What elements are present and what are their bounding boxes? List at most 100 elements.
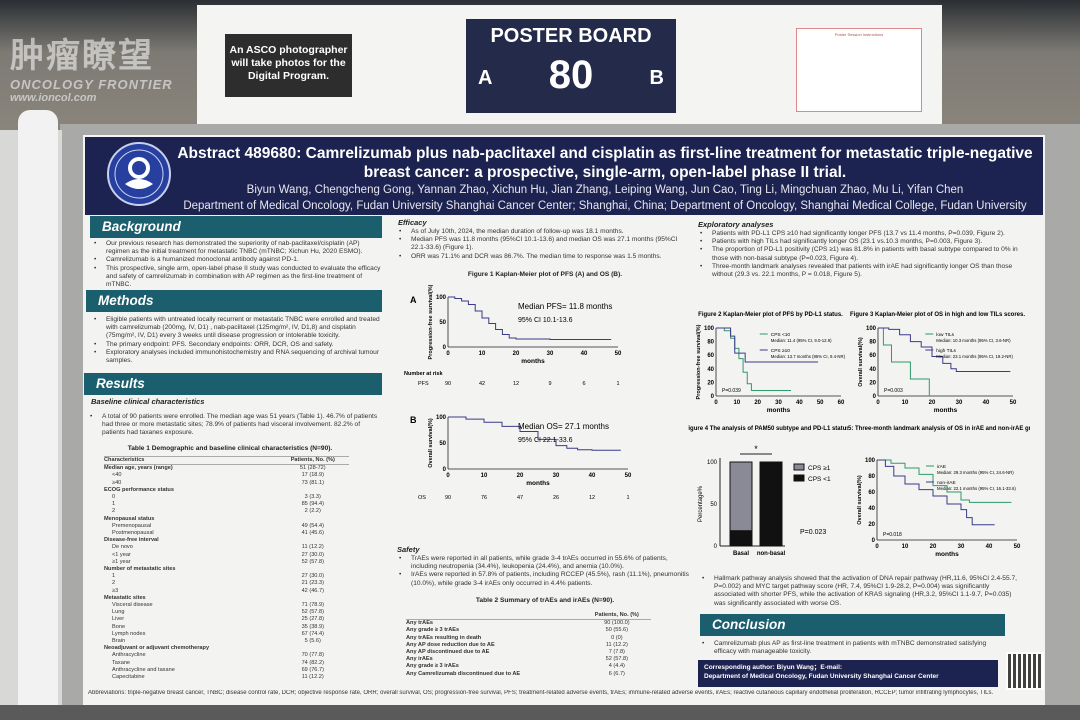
fudan-cancer-center-logo <box>107 142 171 206</box>
table2-header <box>406 612 583 620</box>
table-row: Any Camrelizumab discontinued due to AE 6… <box>406 671 651 678</box>
p-value: P=0.039 <box>722 388 741 394</box>
row-label: 2 <box>112 508 116 515</box>
bullet: Our previous research has demonstrated t… <box>92 240 382 256</box>
row-label: Disease-free interval <box>104 537 159 544</box>
table-row: Postmenopausal 41 (45.6) <box>104 530 349 537</box>
row-value <box>277 537 349 544</box>
row-value: 70 (77.8) <box>301 652 324 659</box>
risk-count: 12 <box>513 381 519 387</box>
table-row: 1 27 (30.0) <box>104 573 349 580</box>
x-axis-label: months <box>767 407 791 414</box>
row-label: Capecitabine <box>112 674 145 681</box>
legend-median: Median: 22.1 months (95% CI, 16.1-33.6) <box>937 486 1016 491</box>
safety-text: TrAEs were reported in all patients, whi… <box>397 555 689 588</box>
exploratory-text: Patients with PD-L1 CPS ≥10 had signific… <box>698 230 1018 279</box>
table1: Characteristics Patients, No. (%) Median a… <box>104 456 349 681</box>
legend-label: CPS ≥1 <box>808 465 831 472</box>
x-axis-label: months <box>934 407 958 414</box>
figure1a-pfs-chart: 0 10 20 30 40 50 0 50 100 months Progression-free … <box>404 285 622 387</box>
y-tick-label: 50 <box>439 320 446 326</box>
conclusion-bullet: Camrelizumab plus AP as first-line treat… <box>700 640 1010 656</box>
row-value: 6 (6.7) <box>608 670 625 677</box>
y-tick-label: 50 <box>439 441 446 447</box>
side-b: B <box>649 67 664 89</box>
bar-segment <box>729 530 753 547</box>
background-heading: Background <box>90 216 382 238</box>
table-row: Lymph nodes 67 (74.4) <box>104 631 349 638</box>
bullet: Eligible patients with untreated locally… <box>92 316 382 341</box>
legend-median: Median: 10.3 months (95% CI, 3.6-NR) <box>936 338 1011 343</box>
legend-median: Median: 11.4 (95% CI, 9.0-12.9) <box>771 338 832 343</box>
qr-code[interactable] <box>1006 652 1044 690</box>
x-tick-label: 50 <box>615 351 622 357</box>
chart-title: Figure 3 Kaplan-Meier plot of OS in high… <box>850 312 1025 318</box>
row-value: 25 (27.8) <box>301 616 324 623</box>
x-axis-label: months <box>526 480 550 487</box>
table-row: ≥1 year 52 (57.8) <box>104 559 349 566</box>
row-label: <40 <box>112 472 122 479</box>
row-value: 71 (78.9) <box>301 602 324 609</box>
row-label: Number of metastatic sites <box>104 566 176 573</box>
table-row: Bone 35 (38.9) <box>104 624 349 631</box>
y-tick-label: 60 <box>868 490 875 496</box>
x-tick-label: 10 <box>479 351 486 357</box>
x-tick-label: non-basal <box>757 551 786 557</box>
row-label: Any AP dose reduction due to AE <box>406 641 495 648</box>
bullet: As of July 10th, 2024, the median durati… <box>397 228 687 236</box>
table-row: Premenopausal 49 (54.4) <box>104 523 349 530</box>
x-tick-label: 0 <box>876 400 880 406</box>
x-tick-label: 10 <box>902 544 909 550</box>
row-value <box>277 566 349 573</box>
y-tick-label: 100 <box>436 415 447 421</box>
table1-header: Characteristics <box>104 457 145 463</box>
session-instructions: Poster Session Instructions <box>796 28 922 112</box>
table-row: 1 85 (94.4) <box>104 501 349 508</box>
side-a: A <box>478 67 493 89</box>
row-value: 73 (81.1) <box>301 479 324 486</box>
methods-heading: Methods <box>86 290 382 312</box>
conclusion-heading: Conclusion <box>700 614 1005 636</box>
risk-count: 1 <box>616 381 619 387</box>
risk-count: 42 <box>479 381 485 387</box>
row-label: ≥1 year <box>112 558 131 565</box>
row-value: 85 (94.4) <box>301 501 324 508</box>
legend-label: non-irAE <box>937 480 956 486</box>
risk-table-label: Number at risk <box>404 371 443 377</box>
conclusion-text: Camrelizumab plus AP as first-line treat… <box>700 640 1010 656</box>
row-label: Lymph nodes <box>112 630 146 637</box>
y-axis-label: Progression-free survival(%) <box>428 285 434 359</box>
table-row: Any grade ≥ 3 trAEs 50 (55.6) <box>406 627 651 634</box>
background-text: Our previous research has demonstrated t… <box>92 240 382 289</box>
asco-notice: An ASCO photographer will take photos fo… <box>225 34 352 97</box>
watermark: 肿瘤瞭望 ONCOLOGY FRONTIER www.ioncol.com <box>10 28 173 104</box>
legend-median: Median: 13.7 months (95% CI, 9.4-NR) <box>771 354 846 359</box>
bullet: Patients with PD-L1 CPS ≥10 had signific… <box>698 230 1018 238</box>
abbreviations: Abbreviations: triple-negative breast ca… <box>88 690 994 696</box>
y-tick-label: 20 <box>707 380 714 386</box>
table2-header: Patients, No. (%) <box>594 612 639 618</box>
safety-heading: Safety <box>397 545 420 554</box>
x-axis-label: months <box>521 358 545 365</box>
row-value: 4 (4.4) <box>608 663 625 670</box>
row-label: 1 <box>112 501 116 508</box>
bullet: Patients with high TILs had significantl… <box>698 238 1018 246</box>
row-label: Brain <box>112 638 126 645</box>
table-row: Capecitabine 11 (12.2) <box>104 674 349 681</box>
row-value: 3 (3.3) <box>304 494 321 501</box>
table-row: Any trAEs resulting in death 0 (0) <box>406 635 651 642</box>
bullet: The proportion of PD-L1 positivity (CPS … <box>698 246 1018 262</box>
x-tick-label: 60 <box>838 400 845 406</box>
y-axis-label: Overall survival(%) <box>858 337 864 387</box>
table-row: Any AP discontinued due to AE 7 (7.8) <box>406 649 651 656</box>
panel-label: B <box>410 415 417 425</box>
table-row: De novo 11 (12.2) <box>104 544 349 551</box>
y-tick-label: 40 <box>868 506 875 512</box>
y-tick-label: 100 <box>704 326 715 332</box>
poster-title: Abstract 489680: Camrelizumab plus nab-p… <box>177 145 1033 181</box>
row-value: 42 (46.7) <box>301 587 324 594</box>
x-tick-label: 50 <box>817 400 824 406</box>
legend-label: irAE <box>937 464 946 470</box>
row-label: Any irAEs <box>406 656 433 663</box>
y-tick-label: 80 <box>707 340 714 346</box>
